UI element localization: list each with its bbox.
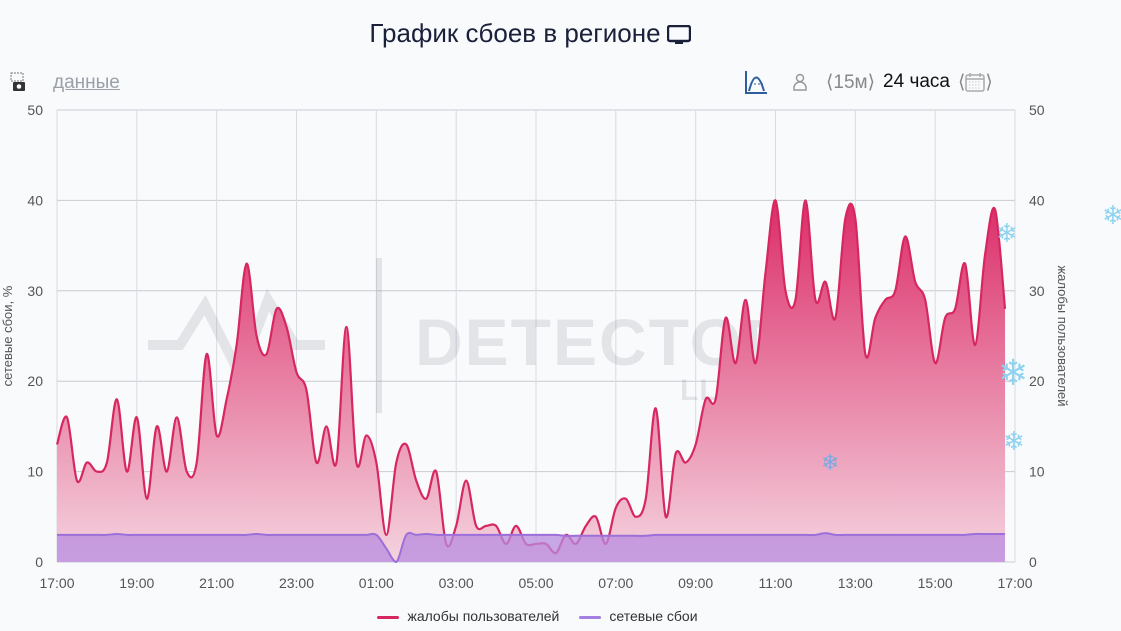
- page-title: График сбоев в регионе: [0, 18, 1060, 49]
- x-tick-label: 09:00: [678, 575, 713, 591]
- snowflake-icon: ❄: [1003, 426, 1025, 456]
- legend-item-complaints[interactable]: жалобы пользователей: [377, 608, 559, 624]
- snowflake-icon: ❄: [996, 218, 1018, 248]
- y-tick-right: 40: [1029, 192, 1045, 208]
- y-tick-right: 30: [1029, 283, 1045, 299]
- camera-icon[interactable]: [10, 72, 28, 97]
- x-tick-label: 17:00: [39, 575, 74, 591]
- y-axis-label-left: сетевые сбои, %: [0, 285, 15, 386]
- y-tick-left: 30: [27, 283, 43, 299]
- legend-item-network[interactable]: сетевые сбои: [579, 608, 698, 624]
- chevron-left-icon[interactable]: ⟨: [958, 71, 966, 93]
- y-tick-left: 50: [27, 102, 43, 118]
- title-text: График сбоев в регионе: [369, 18, 661, 48]
- chevron-right-icon[interactable]: ⟩: [985, 71, 993, 93]
- x-tick-label: 15:00: [918, 575, 953, 591]
- x-tick-label: 05:00: [518, 575, 553, 591]
- interval-value: 15м: [833, 71, 868, 93]
- y-tick-right: 0: [1029, 554, 1037, 570]
- x-tick-label: 03:00: [439, 575, 474, 591]
- x-tick-label: 23:00: [279, 575, 314, 591]
- legend-label: жалобы пользователей: [407, 608, 560, 624]
- y-tick-right: 10: [1029, 464, 1045, 480]
- chart-toolbar: ⟨15м⟩ 24 часа ⟨ ⟩: [744, 70, 993, 94]
- x-tick-label: 07:00: [598, 575, 633, 591]
- y-tick-left: 40: [27, 192, 43, 208]
- y-tick-left: 20: [27, 373, 43, 389]
- series-area: [57, 200, 1006, 562]
- x-tick-label: 21:00: [199, 575, 234, 591]
- legend-swatch: [377, 615, 400, 619]
- snowflake-icon: ❄: [998, 352, 1029, 393]
- y-tick-left: 10: [27, 464, 43, 480]
- period-value[interactable]: 24 часа: [883, 71, 950, 92]
- legend-swatch: [579, 615, 602, 619]
- data-link[interactable]: данные: [53, 72, 120, 93]
- monitor-icon: [666, 24, 691, 44]
- snowflake-icon: ❄: [1102, 200, 1121, 230]
- x-tick-label: 13:00: [838, 575, 873, 591]
- calendar-icon[interactable]: [965, 72, 986, 92]
- y-axis-label-right: жалобы пользователей: [1055, 265, 1070, 406]
- y-tick-left: 0: [35, 554, 43, 570]
- snowflake-icon: ❄: [821, 450, 840, 475]
- x-tick-label: 19:00: [119, 575, 154, 591]
- user-icon[interactable]: [792, 73, 808, 91]
- series-area: [57, 532, 1006, 562]
- area-chart-icon[interactable]: [744, 70, 768, 94]
- y-tick-right: 20: [1029, 373, 1045, 389]
- interval-selector[interactable]: ⟨15м⟩: [826, 71, 876, 93]
- x-tick-label: 01:00: [359, 575, 394, 591]
- x-tick-label: 11:00: [759, 575, 793, 591]
- legend-label: сетевые сбои: [609, 608, 698, 624]
- legend: жалобы пользователей сетевые сбои: [0, 608, 1075, 624]
- x-tick-label: 17:00: [997, 575, 1032, 591]
- series-line: [56, 531, 1006, 564]
- y-tick-right: 50: [1029, 102, 1045, 118]
